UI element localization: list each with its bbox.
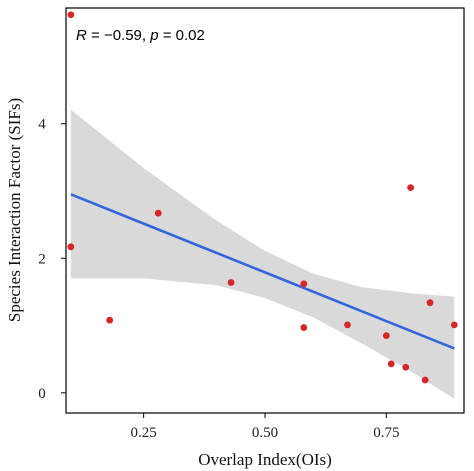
data-point <box>154 209 162 217</box>
y-tick-label: 2 <box>38 251 46 267</box>
data-point <box>227 279 235 286</box>
y-tick-label: 0 <box>38 386 46 402</box>
data-points-layer <box>67 11 458 384</box>
x-axis-title: Overlap Index(OIs) <box>198 450 332 469</box>
r-value: = −0.59, <box>87 27 150 44</box>
data-point <box>300 280 308 288</box>
y-axis-ticks: 0 2 4 <box>38 117 66 402</box>
data-point <box>67 243 75 251</box>
regression-line <box>70 193 455 350</box>
y-tick-label: 4 <box>38 117 46 133</box>
data-point <box>382 332 390 340</box>
data-point <box>300 324 308 331</box>
data-point <box>106 316 114 324</box>
p-symbol: p <box>149 27 158 44</box>
x-tick-label: 0.50 <box>252 425 278 441</box>
data-point <box>421 376 429 384</box>
fit-line-layer <box>70 193 455 350</box>
data-point <box>344 321 351 329</box>
data-point <box>67 11 75 19</box>
data-point <box>387 360 395 368</box>
p-value: = 0.02 <box>159 27 205 44</box>
r-symbol: R <box>76 27 87 44</box>
confidence-band <box>70 109 455 399</box>
data-point <box>402 363 410 371</box>
data-point <box>407 184 415 192</box>
correlation-annotation: R = −0.59, p = 0.02 <box>76 27 205 44</box>
data-point <box>426 299 434 307</box>
data-point <box>450 321 458 329</box>
confidence-band-layer <box>70 109 455 399</box>
x-tick-label: 0.25 <box>131 425 157 441</box>
y-axis-title: Species Interaction Factor (SIFs) <box>5 98 24 322</box>
x-tick-label: 0.75 <box>373 425 399 441</box>
x-axis-ticks: 0.25 0.50 0.75 <box>131 413 399 441</box>
